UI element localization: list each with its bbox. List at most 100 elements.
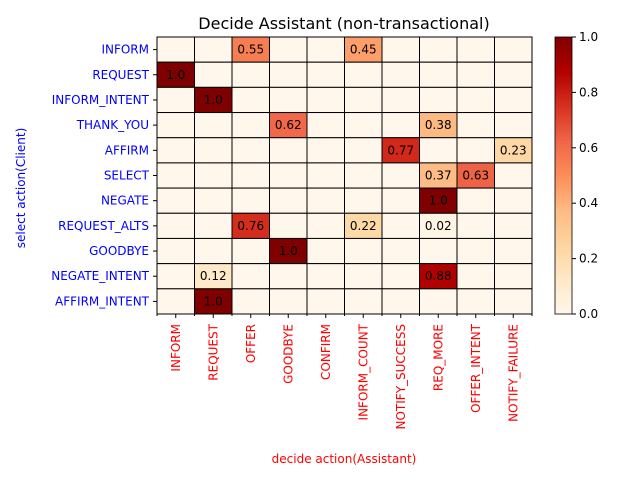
heatmap-cell [456, 36, 495, 63]
heatmap-cell [494, 112, 533, 139]
heatmap-cell [381, 263, 420, 290]
y-tick-label: AFFIRM [105, 143, 149, 157]
heatmap-cell [231, 162, 270, 189]
y-tick-label: NEGATE [101, 194, 149, 208]
heatmap-cell [344, 237, 383, 265]
cell-value-label: 1.0 [279, 244, 298, 258]
heatmap-cell [419, 237, 458, 265]
heatmap-cell [269, 61, 308, 88]
heatmap-cell [269, 162, 308, 189]
heatmap-cell [344, 263, 383, 290]
heatmap-cell [306, 288, 345, 315]
heatmap-cell [269, 212, 308, 239]
x-tick-label: OFFER [244, 324, 258, 363]
heatmap-cell [419, 86, 458, 114]
y-tick-label: INFORM_INTENT [52, 93, 150, 107]
heatmap-cell [419, 36, 458, 63]
heatmap-cell [156, 36, 195, 63]
heatmap-cell [231, 112, 270, 139]
heatmap-cell [194, 162, 233, 189]
heatmap-cell [419, 212, 458, 239]
heatmap-cell [194, 137, 233, 164]
heatmap-cell [419, 61, 458, 88]
heatmap-cell [306, 86, 345, 114]
heatmap-cell [194, 212, 233, 239]
heatmap-cell [419, 112, 458, 139]
heatmap-cell [231, 187, 270, 214]
heatmap-cell [306, 187, 345, 214]
heatmap-cells: 0.55 0.45 1.0 1.0 0.62 0.38 0.77 0.23 0.37 0.63 1.… [156, 36, 533, 315]
heatmap-cell [269, 288, 308, 315]
cell-value-label: 0.23 [500, 143, 527, 157]
heatmap-cell [156, 263, 195, 290]
heatmap-cell [381, 36, 420, 63]
heatmap-cell [456, 61, 495, 88]
x-tick-label: REQ_MORE [431, 324, 445, 391]
heatmap-cell [156, 288, 195, 315]
heatmap-cell [306, 61, 345, 88]
cell-value-label: 1.0 [204, 294, 223, 308]
cell-value-label: 1.0 [204, 93, 223, 107]
heatmap-cell [456, 237, 495, 265]
y-tick-label: NEGATE_INTENT [51, 269, 149, 283]
cell-value-label: 1.0 [429, 194, 448, 208]
chart-title: Decide Assistant (non-transactional) [198, 14, 489, 33]
heatmap-cell [381, 61, 420, 88]
heatmap-cell [456, 187, 495, 214]
x-tick-label: INFORM_COUNT [356, 323, 370, 420]
heatmap-cell [344, 112, 383, 139]
heatmap-cell [344, 137, 383, 164]
heatmap-cell [381, 212, 420, 239]
heatmap-cell [156, 162, 195, 189]
heatmap-cell [306, 137, 345, 164]
heatmap-cell [381, 162, 420, 189]
heatmap-cell [306, 237, 345, 265]
cell-value-label: 0.22 [350, 219, 377, 233]
heatmap-cell [231, 36, 270, 63]
x-tick-label: OFFER_INTENT [469, 323, 483, 413]
y-tick-label: INFORM [101, 43, 149, 57]
heatmap-cell [269, 36, 308, 63]
x-tick-label: GOODBYE [281, 324, 295, 384]
heatmap-cell [156, 237, 195, 265]
heatmap-cell [494, 61, 533, 88]
y-axis-label: select action(Client) [14, 128, 28, 249]
heatmap-cell [269, 137, 308, 164]
cell-value-label: 0.38 [425, 118, 452, 132]
heatmap-cell [344, 288, 383, 315]
heatmap-cell [381, 112, 420, 139]
heatmap-cell [306, 162, 345, 189]
heatmap-cell [156, 86, 195, 114]
heatmap-cell [194, 61, 233, 88]
heatmap-cell [456, 263, 495, 290]
heatmap-cell [231, 288, 270, 315]
x-tick-label: NOTIFY_FAILURE [506, 324, 520, 422]
heatmap-cell [456, 137, 495, 164]
colorbar-tick-label: 1.0 [579, 30, 598, 44]
heatmap-cell [456, 162, 495, 189]
heatmap-cell [194, 112, 233, 139]
x-tick-labels: INFORM REQUEST OFFER GOODBYE CONFIRM INFORM_C… [156, 314, 533, 430]
heatmap-cell [231, 263, 270, 290]
heatmap-cell [494, 212, 533, 239]
colorbar-tick-label: 0.0 [579, 307, 598, 321]
colorbar-gradient [554, 36, 573, 315]
y-tick-label: GOODBYE [89, 244, 149, 258]
heatmap-cell [419, 288, 458, 315]
heatmap-cell [344, 86, 383, 114]
colorbar-tick-label: 0.2 [579, 252, 598, 266]
heatmap-cell [419, 137, 458, 164]
cell-value-label: 0.88 [425, 269, 452, 283]
heatmap-cell [381, 86, 420, 114]
y-tick-label: AFFIRM_INTENT [55, 294, 150, 308]
x-tick-label: INFORM [169, 324, 183, 372]
y-tick-labels: INFORM REQUEST INFORM_INTENT THANK_YOU AFFIR… [51, 43, 157, 308]
heatmap-cell [494, 36, 533, 63]
heatmap-cell [494, 86, 533, 114]
y-tick-label: REQUEST_ALTS [58, 219, 149, 233]
heatmap-cell [194, 263, 233, 290]
cell-value-label: 0.37 [425, 169, 452, 183]
heatmap-cell [344, 61, 383, 88]
heatmap-cell [231, 61, 270, 88]
